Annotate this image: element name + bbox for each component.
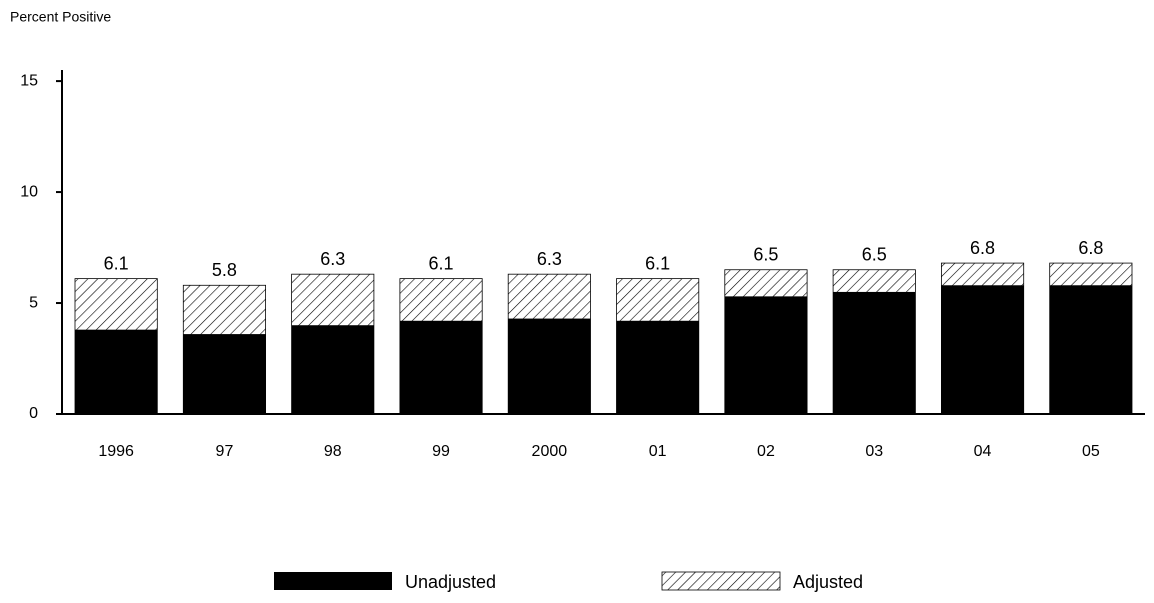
x-tick-label: 97 <box>216 443 234 460</box>
x-tick-label: 1996 <box>98 443 134 460</box>
x-tick-label: 03 <box>865 443 883 460</box>
x-tick-label: 04 <box>974 443 992 460</box>
bar <box>291 325 374 414</box>
bar <box>616 320 699 414</box>
y-tick-label: 15 <box>20 72 38 89</box>
bar <box>941 285 1024 414</box>
data-label: 6.5 <box>753 244 778 264</box>
data-label: 5.8 <box>212 260 237 280</box>
legend-label: Unadjusted <box>405 572 496 592</box>
x-tick-label: 05 <box>1082 443 1100 460</box>
bar <box>399 320 483 414</box>
x-tick-label: 2000 <box>532 443 568 460</box>
data-label: 6.1 <box>104 253 129 273</box>
x-tick-label: 98 <box>324 443 342 460</box>
bar <box>183 334 266 414</box>
legend-swatch <box>661 571 781 591</box>
y-axis-label: Percent Positive <box>10 9 111 25</box>
bar <box>724 296 808 414</box>
data-label: 6.1 <box>645 253 670 273</box>
bar <box>508 318 591 414</box>
y-tick-label: 10 <box>20 183 38 200</box>
x-tick-label: 01 <box>649 443 667 460</box>
data-label: 6.3 <box>320 249 345 269</box>
y-tick-label: 5 <box>29 294 38 311</box>
y-tick-label: 0 <box>29 405 38 422</box>
data-label: 6.8 <box>1078 238 1103 258</box>
bar <box>1049 285 1133 414</box>
x-tick-label: 99 <box>432 443 450 460</box>
x-tick-label: 02 <box>757 443 775 460</box>
legend-swatch <box>274 572 392 590</box>
bar <box>74 329 158 414</box>
data-label: 6.5 <box>862 244 887 264</box>
data-label: 6.8 <box>970 238 995 258</box>
legend-label: Adjusted <box>793 572 863 592</box>
data-label: 6.3 <box>537 249 562 269</box>
data-label: 6.1 <box>429 253 454 273</box>
bar <box>833 291 916 414</box>
